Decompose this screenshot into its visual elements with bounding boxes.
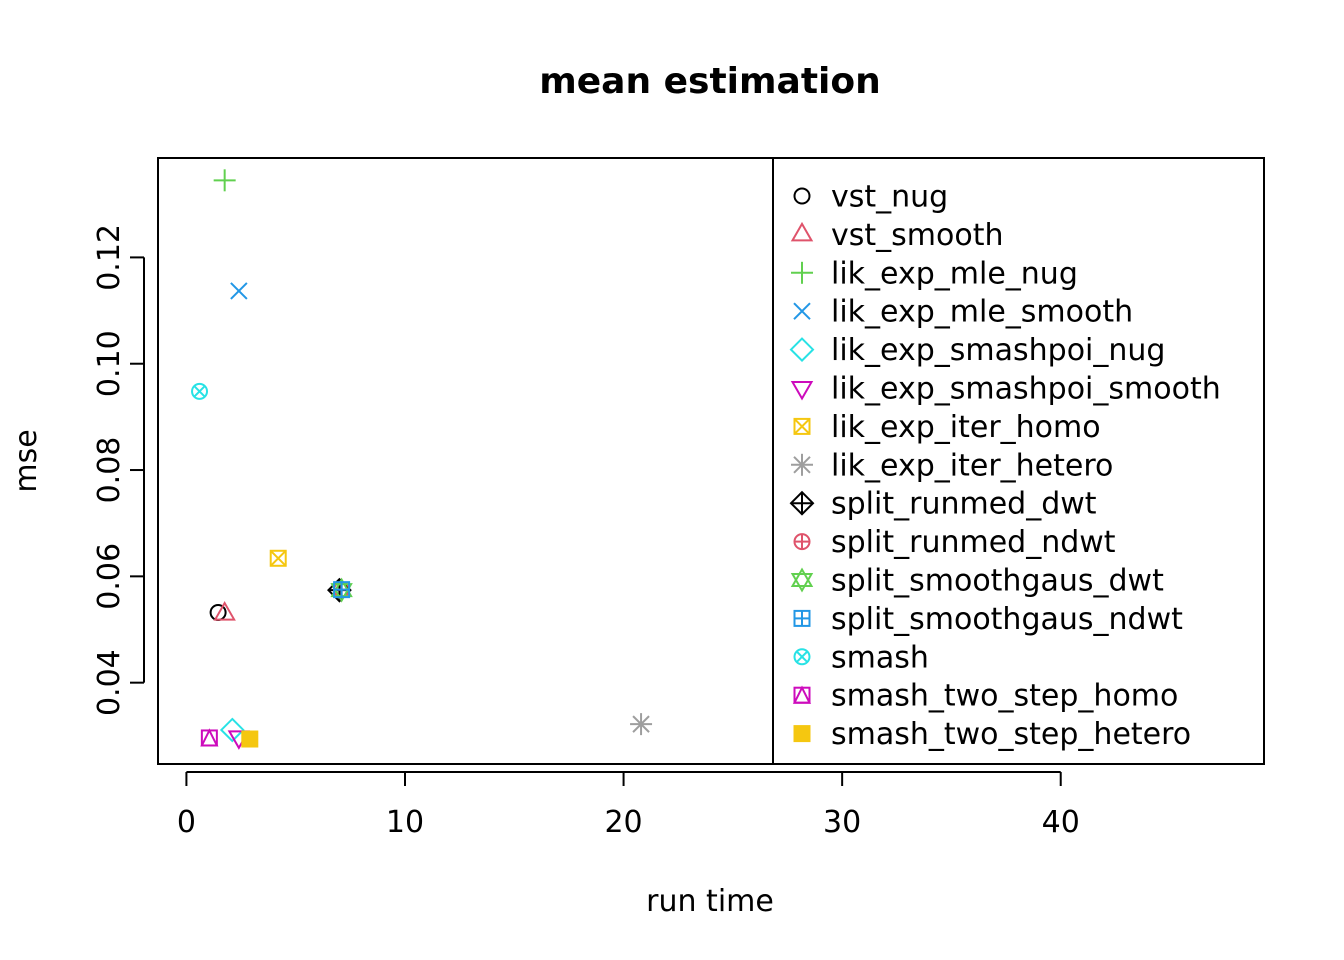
legend-marker (791, 261, 813, 284)
legend-marker (789, 490, 815, 516)
y-tick-label: 0.12 (92, 224, 127, 291)
x-tick-label: 0 (177, 805, 196, 840)
legend-item: vst_nug (793, 180, 948, 215)
chart-title: mean estimation (539, 61, 881, 102)
legend-label: vst_nug (831, 180, 948, 215)
legend-label: lik_exp_mle_smooth (831, 295, 1133, 330)
point-smash (191, 382, 209, 400)
legend-label: split_smoothgaus_dwt (831, 564, 1164, 599)
x-tick-label: 40 (1042, 805, 1080, 840)
x-axis: 0 10 20 30 40 (177, 771, 1080, 840)
legend-label: lik_exp_iter_homo (831, 410, 1101, 445)
x-tick-label: 30 (823, 805, 861, 840)
legend-label: smash_two_step_hetero (831, 717, 1191, 752)
legend-item: split_smoothgaus_ndwt (793, 602, 1183, 637)
legend-item: lik_exp_mle_smooth (793, 295, 1133, 330)
point-lik-exp-smashpoi-nug (219, 717, 245, 743)
legend-label: lik_exp_mle_nug (831, 256, 1078, 291)
y-axis: 0.04 0.06 0.08 0.10 0.12 (92, 224, 145, 716)
point-lik-exp-mle-nug (213, 169, 236, 192)
legend-item: lik_exp_smashpoi_nug (789, 333, 1165, 368)
legend-label: split_runmed_ndwt (831, 525, 1116, 560)
legend-marker (789, 337, 815, 363)
y-tick-label: 0.10 (92, 330, 127, 397)
legend-item: split_runmed_ndwt (793, 525, 1116, 560)
legend-label: smash_two_step_homo (831, 679, 1178, 714)
legend-item: smash_two_step_homo (792, 679, 1178, 714)
legend-marker (792, 685, 812, 704)
y-tick-label: 0.04 (92, 649, 127, 716)
legend-item: split_runmed_dwt (789, 487, 1097, 522)
legend-marker (793, 609, 811, 627)
legend-item: vst_smooth (790, 218, 1004, 253)
point-lik-exp-iter-homo (269, 549, 287, 567)
x-tick-label: 20 (604, 805, 642, 840)
y-axis-label: mse (9, 429, 44, 492)
point-lik-exp-iter-hetero (630, 713, 653, 736)
legend-marker (793, 187, 811, 205)
x-axis-label: run time (646, 884, 774, 919)
legend-marker (793, 417, 811, 435)
point-vst-smooth (213, 601, 236, 621)
legend-label: lik_exp_smashpoi_nug (831, 333, 1165, 368)
legend-label: split_runmed_dwt (831, 487, 1097, 522)
legend-item: smash_two_step_hetero (793, 717, 1191, 752)
legend-marker (791, 453, 813, 476)
legend-label: split_smoothgaus_ndwt (831, 602, 1183, 637)
legend-marker (793, 533, 811, 551)
y-tick-label: 0.06 (92, 543, 127, 610)
x-tick-label: 10 (386, 805, 424, 840)
point-smash-two-step-homo (200, 728, 219, 747)
legend-box (772, 157, 1265, 765)
legend-marker (793, 725, 811, 743)
point-lik-exp-mle-smooth (230, 282, 248, 300)
legend-item: lik_exp_iter_hetero (791, 448, 1113, 483)
y-tick-label: 0.08 (92, 437, 127, 504)
legend-item: lik_exp_iter_homo (793, 410, 1101, 445)
legend-label: smash (831, 640, 929, 675)
legend-item: lik_exp_smashpoi_smooth (790, 372, 1221, 407)
point-smash-two-step-hetero (241, 730, 259, 748)
point-split-smoothgaus-ndwt (333, 581, 351, 599)
legend-item: split_smoothgaus_dwt (790, 564, 1164, 599)
legend-marker (790, 381, 814, 401)
legend-label: lik_exp_iter_hetero (831, 448, 1113, 483)
legend-marker (793, 302, 811, 320)
legend-label: lik_exp_smashpoi_smooth (831, 372, 1221, 407)
legend-marker (790, 221, 814, 242)
legend-item: smash (793, 640, 929, 675)
legend-marker (790, 567, 814, 593)
data-points (191, 169, 653, 750)
legend-marker (793, 648, 811, 666)
legend-label: vst_smooth (831, 218, 1004, 253)
legend-item: lik_exp_mle_nug (791, 256, 1078, 291)
